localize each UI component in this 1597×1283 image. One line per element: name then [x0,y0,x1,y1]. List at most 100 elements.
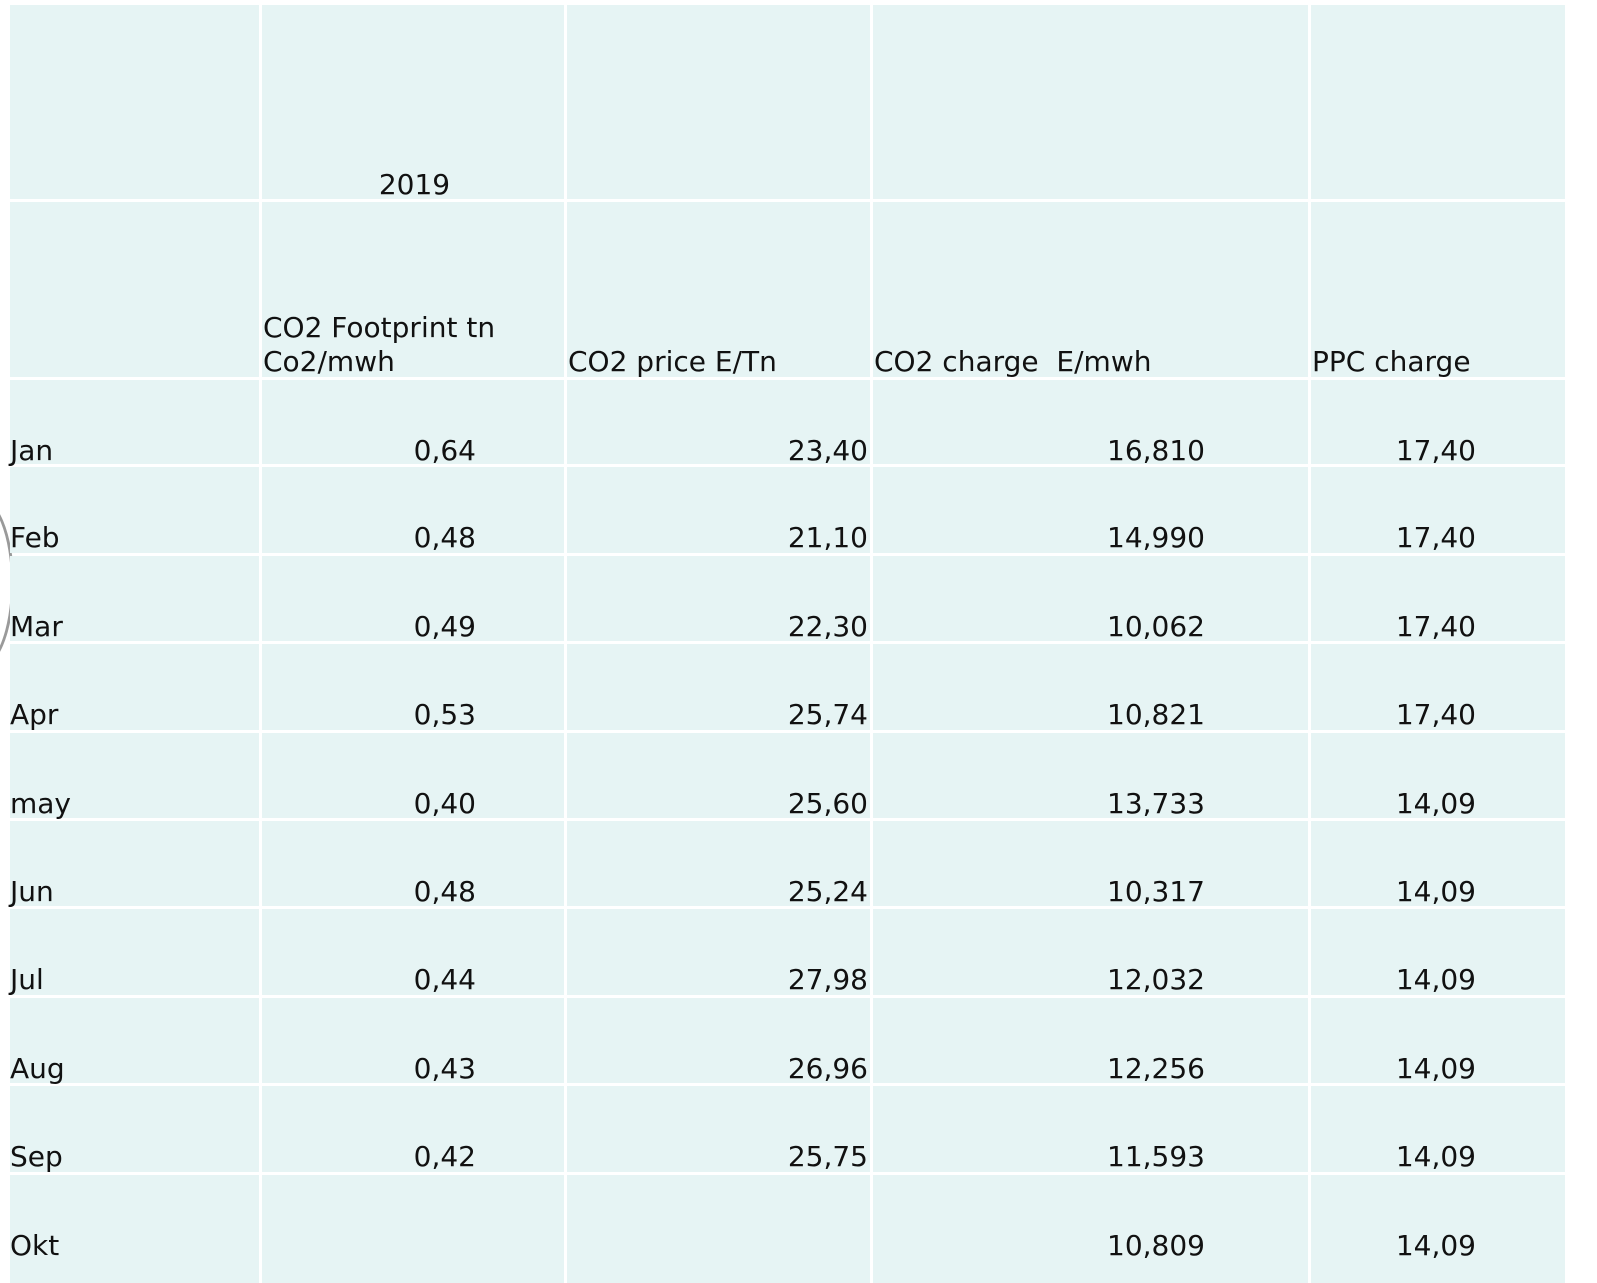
column-header: PPC charge [1312,345,1471,378]
table-cell [873,467,1308,553]
month-label: Jun [10,875,54,908]
table-cell [1311,467,1565,553]
table-cell [567,998,870,1083]
table-cell [10,556,259,641]
table-cell [10,5,259,199]
table-cell [873,998,1308,1083]
table-cell [10,909,259,995]
value-cell: 26,96 [787,1052,868,1085]
value-cell: 14,09 [1395,1140,1476,1173]
table-cell [262,380,564,464]
value-cell: 13,733 [1107,787,1205,820]
table-cell [262,998,564,1083]
table-cell [567,644,870,730]
table-cell [10,1086,259,1172]
table-cell [567,380,870,464]
table-cell [262,556,564,641]
value-cell: 25,74 [787,698,868,731]
table-cell [873,1175,1308,1283]
value-cell: 10,821 [1107,698,1205,731]
month-label: Mar [10,610,63,643]
table-cell [567,5,870,199]
month-label: Jan [10,434,54,467]
column-header: CO2 price E/Tn [568,345,777,378]
value-cell: 12,256 [1107,1052,1205,1085]
table-cell [262,1086,564,1172]
table-cell [873,644,1308,730]
table-cell [262,202,564,377]
table-cell [567,733,870,818]
value-cell: 0,49 [413,610,476,643]
table-cell [1311,644,1565,730]
table-cell [1311,5,1565,199]
value-cell: 0,48 [413,521,476,554]
value-cell: 0,42 [413,1140,476,1173]
month-label: Aug [10,1052,65,1085]
column-header: CO2 Footprint tn Co2/mwh [263,311,504,378]
table-cell [262,644,564,730]
value-cell: 12,032 [1107,963,1205,996]
table-cell [10,380,259,464]
value-cell: 10,809 [1107,1229,1205,1262]
table-cell [567,821,870,906]
table-cell [1311,202,1565,377]
month-label: Feb [10,521,60,554]
table-cell [10,644,259,730]
value-cell: 14,09 [1395,875,1476,908]
table-cell [873,821,1308,906]
table-cell [1311,1086,1565,1172]
table-cell [1311,380,1565,464]
value-cell: 17,40 [1395,521,1476,554]
table-cell [1311,998,1565,1083]
table-cell [10,733,259,818]
table-cell [873,380,1308,464]
value-cell: 17,40 [1395,434,1476,467]
value-cell: 10,317 [1107,875,1205,908]
table-cell [10,998,259,1083]
table-cell [873,733,1308,818]
table-cell [262,5,564,199]
value-cell: 25,75 [787,1140,868,1173]
value-cell: 0,43 [413,1052,476,1085]
value-cell: 0,48 [413,875,476,908]
value-cell: 23,40 [787,434,868,467]
table-cell [567,1175,870,1283]
value-cell: 22,30 [787,610,868,643]
table-cell [567,556,870,641]
table-cell [262,733,564,818]
value-cell: 27,98 [787,963,868,996]
month-label: Sep [10,1140,63,1173]
table-cell [1311,556,1565,641]
table-cell [873,5,1308,199]
table-cell [1311,733,1565,818]
table-cell [1311,821,1565,906]
table-cell [10,1175,259,1283]
month-label: Okt [10,1229,60,1262]
table-cell [10,202,259,377]
table-cell [873,1086,1308,1172]
value-cell: 11,593 [1107,1140,1205,1173]
value-cell: 25,24 [787,875,868,908]
month-label: Apr [10,698,59,731]
column-header: CO2 charge E/mwh [874,345,1152,378]
value-cell: 14,09 [1395,787,1476,820]
value-cell: 0,53 [413,698,476,731]
year-label: 2019 [378,168,451,201]
table-cell [1311,1175,1565,1283]
value-cell: 14,990 [1107,521,1205,554]
table-cell [873,202,1308,377]
month-label: may [10,787,72,820]
table-cell [873,909,1308,995]
table-cell [262,821,564,906]
value-cell: 14,09 [1395,1229,1476,1262]
month-label: Jul [10,963,44,996]
value-cell: 14,09 [1395,963,1476,996]
table-cell [262,1175,564,1283]
value-cell: 16,810 [1107,434,1205,467]
value-cell: 17,40 [1395,698,1476,731]
table-cell [1311,909,1565,995]
table-cell [10,467,259,553]
table-cell [873,556,1308,641]
table-cell [567,467,870,553]
